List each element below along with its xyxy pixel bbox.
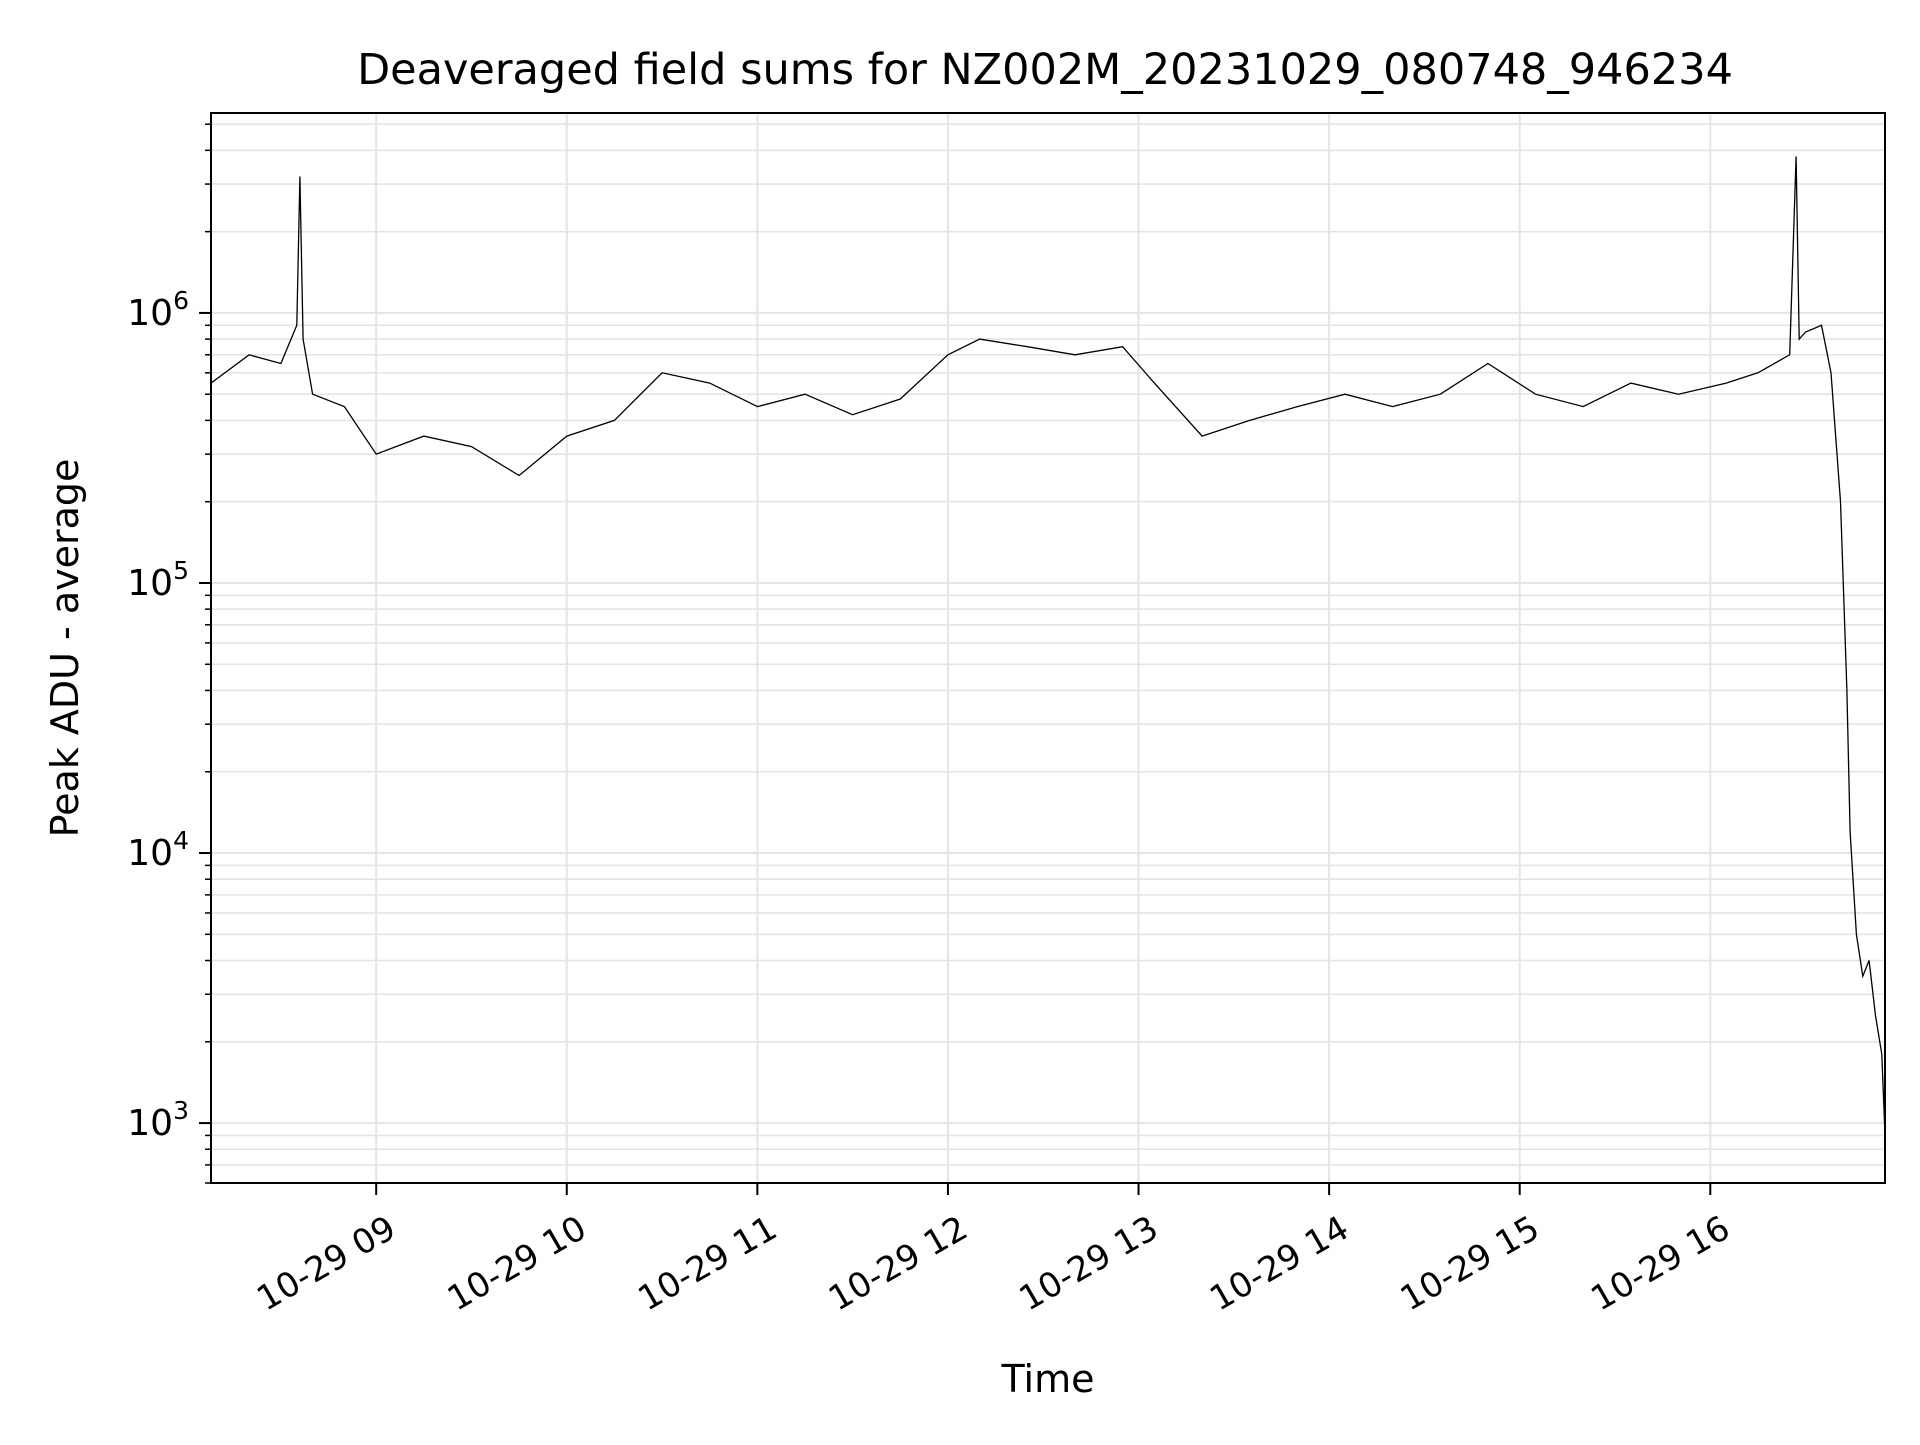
y-tick-exponent: 5 [173, 556, 189, 585]
y-tick-label: 106 [127, 286, 189, 334]
y-tick-base: 10 [127, 293, 173, 334]
plot-frame [210, 112, 1886, 1184]
y-tick-base: 10 [127, 1103, 173, 1144]
y-tick-label: 105 [127, 556, 189, 604]
plot-area [211, 156, 1885, 1136]
y-axis-label: Peak ADU - average [43, 459, 87, 838]
y-tick-base: 10 [127, 563, 173, 604]
y-tick-base: 10 [127, 833, 173, 874]
y-tick-exponent: 3 [173, 1096, 189, 1125]
chart-title: Deaveraged field sums for NZ002M_2023102… [357, 45, 1733, 95]
y-tick-label: 103 [127, 1096, 189, 1144]
y-tick-exponent: 6 [173, 286, 189, 315]
x-axis-label: Time [1001, 1357, 1095, 1401]
y-tick-exponent: 4 [173, 826, 189, 855]
y-tick-label: 104 [127, 826, 189, 874]
series-line [211, 156, 1885, 1136]
